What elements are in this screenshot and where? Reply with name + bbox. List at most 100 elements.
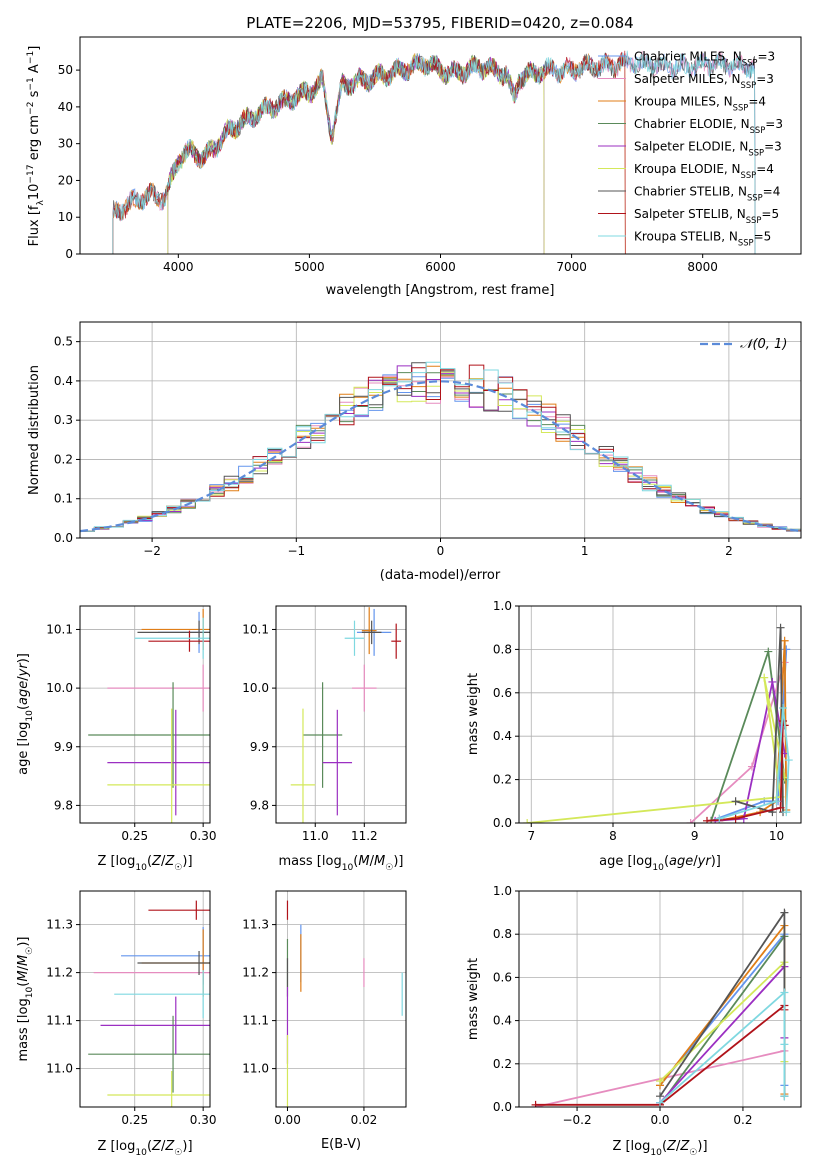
mass-weight-marker	[656, 1098, 664, 1107]
errorbar-point	[114, 970, 210, 1019]
mass-weight-line	[527, 677, 786, 823]
x-axis-label-part: Z	[666, 1139, 677, 1154]
y-axis-label-part: M	[16, 970, 31, 981]
errorbar-point	[148, 630, 210, 652]
x-axis-label: (data-model)/error	[380, 568, 501, 583]
age-vs-mass-plot-area	[290, 607, 402, 823]
legend-label-part: =3	[757, 50, 775, 64]
legend-label-part: SSP	[741, 170, 757, 180]
histogram-series	[80, 361, 801, 538]
y-tick-label: 11.0	[46, 1062, 73, 1076]
legend-label: Kroupa MILES, NSSP=4	[634, 95, 766, 113]
y-axis-label-part: −1	[26, 77, 36, 90]
y-axis-label: age [log10(age/yr)]	[16, 653, 35, 775]
x-axis-label-part: Z	[679, 1139, 690, 1154]
x-axis-label-part: ☉	[689, 1148, 697, 1158]
x-axis-label: Z [log10(Z/Z☉)]	[97, 854, 192, 873]
y-axis-label-part: ]	[27, 46, 42, 51]
y-tick-label: 11.2	[46, 966, 73, 980]
y-tick-label: 0.2	[54, 452, 73, 466]
mass-weight-marker	[764, 647, 773, 656]
legend-label-part: Chabrier MILES, N	[634, 50, 742, 64]
y-tick-label: 0.0	[493, 816, 512, 830]
x-tick-label: 11.2	[351, 829, 378, 843]
y-axis-label-part: M	[16, 955, 31, 966]
y-axis-label-part: A	[27, 64, 42, 77]
mass-weight-marker	[715, 814, 724, 823]
errorbar-point	[290, 708, 316, 823]
mass-weight-marker	[782, 808, 791, 817]
x-axis-label-part: (	[353, 854, 358, 869]
errorbar-point	[107, 664, 210, 712]
axes-frame	[79, 605, 211, 824]
y-tick-label: 11.3	[46, 918, 73, 932]
x-axis-label: Z [log10(Z/Z☉)]	[612, 1139, 707, 1158]
y-axis-label-part: ☉	[25, 947, 35, 955]
x-axis-label-part: /	[161, 1139, 166, 1154]
y-tick-label: 0.6	[493, 970, 512, 984]
x-axis-label-part: /	[693, 854, 698, 869]
y-axis-label-part: )]	[16, 653, 31, 663]
x-axis-label-part: Z	[151, 1139, 162, 1154]
y-axis-label: Flux [fλ10−17 erg cm−2 s−1 A−1]	[26, 46, 46, 247]
mass-vs-EBV-plot-area	[286, 900, 403, 1107]
y-tick-label: 11.3	[242, 918, 269, 932]
x-tick-label: 4000	[163, 260, 194, 274]
residuals-panel: −2 −1 0 1 2 0.0 0.1 0.2 0.3 0.4 0.5 𝒩(0, 1) (data-mo…	[27, 321, 802, 583]
mass-weight-marker	[776, 623, 785, 632]
x-axis-label-part: ☉	[174, 1148, 182, 1158]
legend-label: Kroupa STELIB, NSSP=5	[634, 230, 771, 248]
y-tick-label: 11.0	[242, 1062, 269, 1076]
y-tick-label: 10.1	[46, 622, 73, 636]
x-tick-label: 6000	[425, 260, 456, 274]
x-axis-label-part: yr	[697, 854, 713, 869]
mass-weight-line	[659, 960, 786, 1082]
legend-label: Chabrier ELODIE, NSSP=3	[634, 117, 783, 135]
axes-frame	[275, 890, 407, 1108]
legend-label: Salpeter STELIB, NSSP=5	[634, 207, 779, 225]
errorbar-point	[302, 682, 343, 788]
x-axis-label-part: )]	[393, 854, 403, 869]
x-axis-label-part: M	[374, 854, 385, 869]
y-tick-label: 30	[58, 137, 73, 151]
y-tick-label: 11.2	[242, 966, 269, 980]
mass-weight-marker	[780, 1040, 789, 1049]
x-axis-label-part: ☉	[385, 863, 393, 873]
legend-label-part: =5	[761, 207, 779, 221]
legend-label-part: SSP	[746, 215, 762, 225]
y-axis-label-part: 10	[25, 710, 35, 722]
x-axis-label-part: )]	[182, 1139, 192, 1154]
legend-label: Salpeter ELODIE, NSSP=3	[634, 140, 782, 158]
x-axis-label-part: )]	[711, 854, 721, 869]
legend-label-part: =5	[754, 230, 772, 244]
legend-label-part: Salpeter STELIB, N	[634, 207, 746, 221]
y-axis-label-part: Flux [f	[27, 205, 42, 246]
x-tick-label: −2	[143, 544, 161, 558]
normal-reference-curve	[80, 380, 801, 533]
y-axis-label-part: −17	[26, 164, 36, 183]
x-axis-label: wavelength [Angstrom, rest frame]	[326, 283, 555, 298]
x-axis-label-part: (	[147, 1139, 152, 1154]
y-axis-label-part: age [log	[16, 722, 31, 775]
legend-label: 𝒩(0, 1)	[740, 337, 787, 352]
x-axis-label-part: ☉	[174, 863, 182, 873]
errorbar-point	[344, 620, 365, 656]
age-vs-Z-plot-area	[88, 608, 210, 823]
mass-weight-marker	[780, 988, 789, 997]
x-tick-label: 0.02	[351, 1113, 378, 1127]
legend-label-part: SSP	[747, 193, 763, 203]
errorbar-point	[137, 620, 210, 645]
x-axis-label-part: /	[676, 1139, 681, 1154]
legend-label-part: SSP	[733, 103, 749, 113]
x-tick-label: 0.30	[190, 829, 217, 843]
legend-label-part: Kroupa ELODIE, N	[634, 162, 741, 176]
x-tick-label: 11.0	[302, 829, 329, 843]
mass-weight-marker	[523, 819, 532, 823]
errorbar-point	[361, 620, 382, 645]
y-tick-label: 0.8	[493, 642, 512, 656]
y-tick-label: 10.0	[46, 681, 73, 695]
x-axis-label-part: Z [log	[97, 1139, 135, 1154]
errorbar-point	[107, 708, 210, 823]
errorbar-point	[322, 709, 353, 816]
y-tick-label: 0.0	[493, 1100, 512, 1114]
